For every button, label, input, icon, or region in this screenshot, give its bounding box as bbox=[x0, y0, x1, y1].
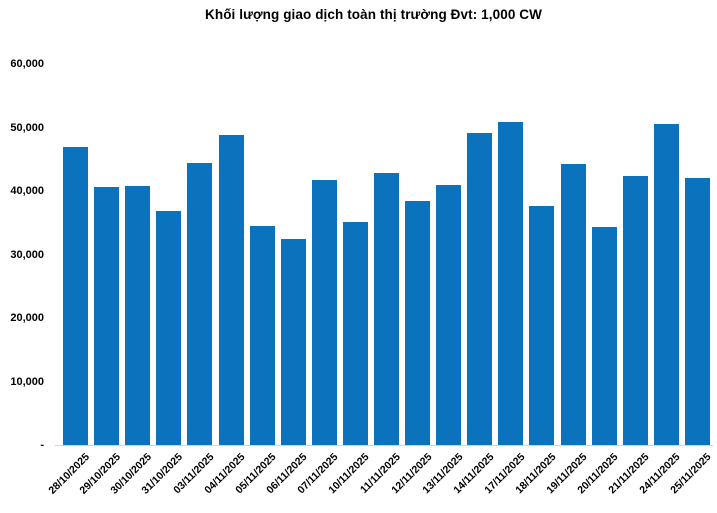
volume-bar bbox=[529, 206, 555, 445]
y-axis-label: 40,000 bbox=[10, 185, 44, 197]
y-axis-label: 30,000 bbox=[10, 248, 44, 261]
y-axis-label: 20,000 bbox=[10, 312, 44, 324]
chart-title: Khối lượng giao dịch toàn thị trường Đvt… bbox=[205, 7, 542, 22]
bar-slot bbox=[402, 64, 433, 445]
volume-bar bbox=[591, 227, 617, 445]
bar-slot bbox=[433, 64, 464, 445]
volume-bar bbox=[467, 132, 493, 445]
bar-slot bbox=[371, 64, 402, 445]
volume-bar bbox=[560, 164, 586, 445]
bar-slot bbox=[340, 64, 371, 445]
bar-slot bbox=[184, 64, 215, 445]
volume-bar bbox=[342, 222, 368, 445]
bar-slot bbox=[620, 64, 651, 445]
bar-slot bbox=[526, 64, 557, 445]
volume-bar bbox=[653, 123, 679, 445]
y-axis-label: 60,000 bbox=[10, 58, 44, 70]
bar-slot bbox=[153, 64, 184, 445]
volume-bar bbox=[94, 186, 120, 445]
volume-bar bbox=[125, 185, 151, 445]
volume-bar bbox=[684, 177, 710, 445]
volume-bar bbox=[63, 147, 89, 445]
bar-slot bbox=[278, 64, 309, 445]
volume-bar bbox=[373, 173, 399, 445]
bar-slot bbox=[122, 64, 153, 445]
volume-bar bbox=[280, 238, 306, 445]
volume-bar bbox=[405, 201, 431, 445]
plot-area bbox=[60, 64, 713, 445]
volume-bar bbox=[498, 121, 524, 445]
bar-slot bbox=[60, 64, 91, 445]
volume-bar bbox=[311, 179, 337, 445]
y-axis-label: - bbox=[40, 439, 44, 451]
bar-slot bbox=[682, 64, 713, 445]
bar-slot bbox=[651, 64, 682, 445]
bar-slot bbox=[495, 64, 526, 445]
volume-bar bbox=[622, 175, 648, 445]
volume-bar bbox=[249, 225, 275, 445]
bar-slot bbox=[309, 64, 340, 445]
volume-bar bbox=[436, 185, 462, 445]
bar-slot bbox=[464, 64, 495, 445]
bar-slot bbox=[91, 64, 122, 445]
volume-bar bbox=[187, 163, 213, 445]
volume-bar bbox=[156, 211, 182, 445]
bar-slot bbox=[215, 64, 246, 445]
bar-slot bbox=[247, 64, 278, 445]
y-axis-label: 50,000 bbox=[10, 121, 44, 134]
bar-slot bbox=[558, 64, 589, 445]
volume-bar bbox=[218, 135, 244, 445]
y-axis-label: 10,000 bbox=[10, 375, 44, 388]
bar-slot bbox=[589, 64, 620, 445]
x-axis-line bbox=[55, 445, 713, 446]
